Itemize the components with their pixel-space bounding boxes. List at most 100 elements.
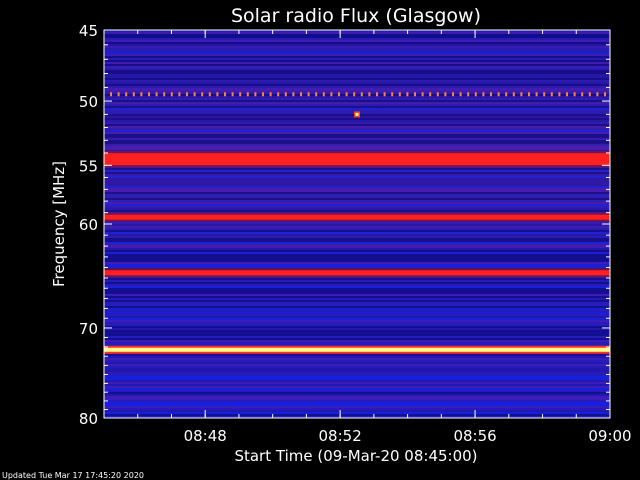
noise-stripe — [104, 238, 610, 240]
noise-stripe — [104, 356, 610, 358]
noise-stripe — [104, 300, 610, 302]
noise-stripe — [104, 140, 610, 142]
band-dot — [360, 92, 363, 97]
noise-stripe — [104, 132, 610, 134]
noise-stripe — [104, 298, 610, 300]
noise-stripe — [104, 290, 610, 292]
noise-stripe — [104, 414, 610, 416]
noise-stripe — [104, 288, 610, 290]
noise-stripe — [104, 314, 610, 316]
band-dot — [254, 92, 257, 97]
noise-stripe — [104, 96, 610, 98]
x-tick-label: 09:00 — [588, 427, 631, 445]
band-dot — [490, 92, 492, 97]
noise-stripe — [104, 50, 610, 52]
noise-stripe — [104, 88, 610, 90]
noise-stripes — [104, 30, 610, 418]
noise-stripe — [104, 308, 610, 310]
noise-stripe — [104, 200, 610, 202]
noise-stripe — [104, 82, 610, 84]
noise-stripe — [104, 406, 610, 408]
noise-stripe — [104, 332, 610, 334]
noise-stripe — [104, 394, 610, 396]
noise-stripe — [104, 286, 610, 288]
noise-stripe — [104, 320, 610, 322]
y-axis-label: Frequency [MHz] — [50, 161, 68, 287]
y-tick-label: 50 — [79, 93, 98, 111]
band-dot — [292, 92, 295, 97]
noise-stripe — [104, 304, 610, 306]
noise-stripe — [104, 380, 610, 382]
noise-stripe — [104, 142, 610, 144]
noise-stripe — [104, 292, 610, 294]
band-dot — [284, 92, 287, 97]
noise-stripe — [104, 250, 610, 252]
band-dot — [216, 92, 219, 97]
band-dot — [391, 92, 394, 97]
band-dot — [277, 92, 280, 97]
noise-stripe — [104, 42, 610, 44]
noise-stripe — [104, 280, 610, 282]
y-tick-label: 70 — [79, 320, 98, 338]
noise-stripe — [104, 176, 610, 178]
band-dot — [224, 92, 226, 97]
updated-timestamp: Updated Tue Mar 17 17:45:20 2020 — [2, 471, 144, 480]
noise-stripe — [104, 358, 610, 360]
x-axis-ticks: 08:48 08:52 08:56 09:00 — [137, 30, 632, 445]
noise-stripe — [104, 390, 610, 392]
band-line — [104, 153, 610, 166]
band-dot — [269, 92, 272, 97]
band-dot — [353, 92, 356, 97]
noise-stripe — [104, 326, 610, 328]
noise-stripe — [104, 124, 610, 126]
band-dot — [383, 92, 386, 97]
noise-stripe — [104, 266, 610, 268]
band-dot — [322, 92, 325, 97]
band-dot — [581, 92, 584, 97]
noise-stripe — [104, 302, 610, 304]
noise-stripe — [104, 370, 610, 372]
noise-stripe — [104, 146, 610, 148]
noise-stripe — [104, 204, 610, 206]
noise-stripe — [104, 284, 610, 286]
noise-stripe — [104, 84, 610, 86]
noise-stripe — [104, 336, 610, 338]
band-dot — [307, 92, 310, 97]
signal-bands — [104, 92, 610, 354]
band-dot — [604, 92, 606, 97]
y-tick-label: 45 — [79, 22, 98, 40]
noise-stripe — [104, 104, 610, 106]
band-dot — [239, 92, 242, 97]
noise-stripe — [104, 102, 610, 104]
band-dot — [512, 92, 515, 97]
band-dot — [398, 92, 401, 97]
noise-stripe — [104, 322, 610, 324]
noise-stripe — [104, 66, 610, 68]
noise-stripe — [104, 228, 610, 230]
band-dot — [368, 92, 371, 97]
plot-area — [103, 29, 611, 419]
band-dot — [163, 92, 166, 97]
noise-stripe — [104, 52, 610, 54]
x-tick-label: 08:48 — [184, 427, 227, 445]
noise-stripe — [104, 210, 610, 212]
band-dot — [110, 92, 112, 97]
band-dot — [459, 92, 462, 97]
band-dot — [155, 92, 158, 97]
noise-stripe — [104, 168, 610, 170]
noise-stripe — [104, 404, 610, 406]
y-tick-label: 55 — [79, 157, 98, 175]
noise-stripe — [104, 30, 610, 32]
band-line — [104, 214, 610, 220]
noise-stripe — [104, 388, 610, 390]
noise-stripe — [104, 368, 610, 370]
noise-stripe — [104, 330, 610, 332]
band-dot — [528, 92, 530, 97]
noise-stripe — [104, 54, 610, 56]
noise-stripe — [104, 74, 610, 76]
noise-stripe — [104, 186, 610, 188]
band-dot — [573, 92, 576, 97]
noise-stripe — [104, 318, 610, 320]
noise-stripe — [104, 340, 610, 342]
